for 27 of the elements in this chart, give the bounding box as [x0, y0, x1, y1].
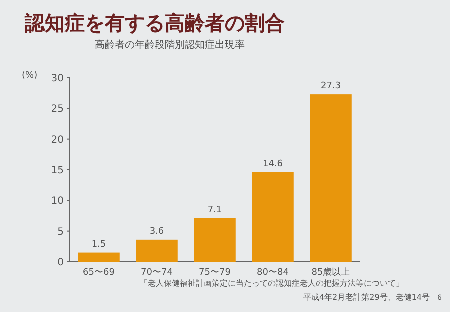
- chart-subtitle: 高齢者の年齢段階別認知症出現率: [95, 39, 245, 51]
- data-label: 14.6: [262, 159, 284, 170]
- x-tick-label: 65〜69: [83, 268, 116, 278]
- data-label: 27.3: [320, 82, 342, 92]
- y-axis-title: (%): [22, 71, 38, 81]
- bar: [136, 240, 178, 262]
- chart-title: 認知症を有する高齢者の割合: [24, 11, 285, 35]
- y-tick-label: 20: [51, 134, 64, 146]
- x-tick-label: 70〜74: [141, 268, 174, 278]
- x-tick-label: 85歳以上: [312, 267, 350, 278]
- y-tick-label: 25: [51, 104, 64, 116]
- bar: [252, 172, 294, 262]
- bar: [310, 94, 352, 262]
- y-tick-label: 5: [58, 226, 64, 238]
- bar: [78, 252, 120, 262]
- x-tick-label: 80〜84: [257, 268, 290, 278]
- y-tick-label: 15: [51, 166, 64, 176]
- y-tick-label: 10: [51, 196, 64, 208]
- y-tick-label: 0: [58, 258, 64, 268]
- x-tick-label: 75〜79: [199, 268, 232, 278]
- text: 「老人保健福祉計画策定に当たっての認知症老人の把握方法等について」: [140, 279, 404, 288]
- data-label: 3.6: [150, 226, 164, 237]
- y-tick-label: 30: [51, 74, 64, 84]
- bar: [194, 218, 236, 262]
- data-label: 1.5: [92, 240, 106, 250]
- text: 平成4年2月老計第29号、老健14号: [303, 293, 430, 302]
- data-label: 7.1: [208, 205, 222, 216]
